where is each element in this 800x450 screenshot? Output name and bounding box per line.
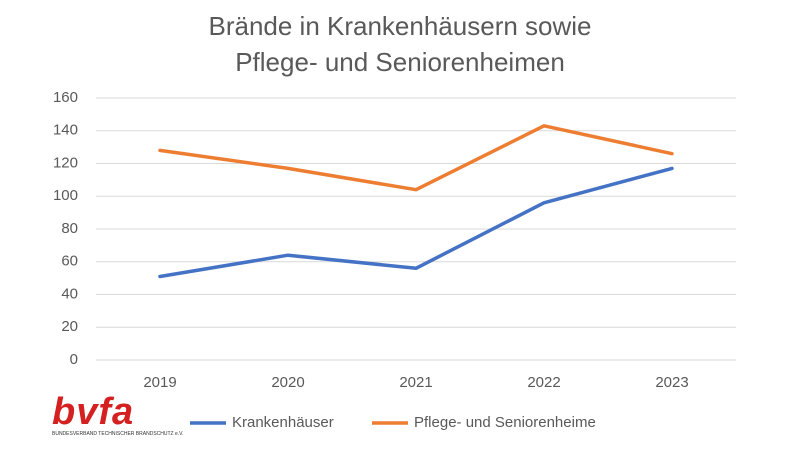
logo-subtitle: BUNDESVERBAND TECHNISCHER BRANDSCHUTZ e.… xyxy=(52,431,184,437)
legend-label: Krankenhäuser xyxy=(232,414,334,431)
y-tick-label: 60 xyxy=(61,253,78,270)
y-tick-label: 100 xyxy=(53,187,78,204)
logo: bvfa BUNDESVERBAND TECHNISCHER BRANDSCHU… xyxy=(52,393,183,437)
y-tick-label: 0 xyxy=(70,351,78,368)
legend-label: Pflege- und Seniorenheime xyxy=(414,414,596,431)
data-line xyxy=(158,166,674,279)
logo-text: bvfa xyxy=(52,391,135,433)
x-tick-label: 2023 xyxy=(655,374,688,391)
x-tick-label: 2021 xyxy=(399,374,432,391)
y-tick-label: 140 xyxy=(53,122,78,139)
x-tick-label: 2020 xyxy=(271,374,304,391)
y-tick-label: 20 xyxy=(61,318,78,335)
chart-title: Brände in Krankenhäusern sowie Pflege- u… xyxy=(208,11,592,77)
y-tick-label: 40 xyxy=(61,285,78,302)
y-tick-label: 80 xyxy=(61,220,78,237)
x-tick-label: 2022 xyxy=(527,374,560,391)
y-tick-label: 120 xyxy=(53,154,78,171)
y-tick-label: 160 xyxy=(53,89,78,106)
x-tick-label: 2019 xyxy=(143,374,176,391)
data-line xyxy=(158,124,674,192)
